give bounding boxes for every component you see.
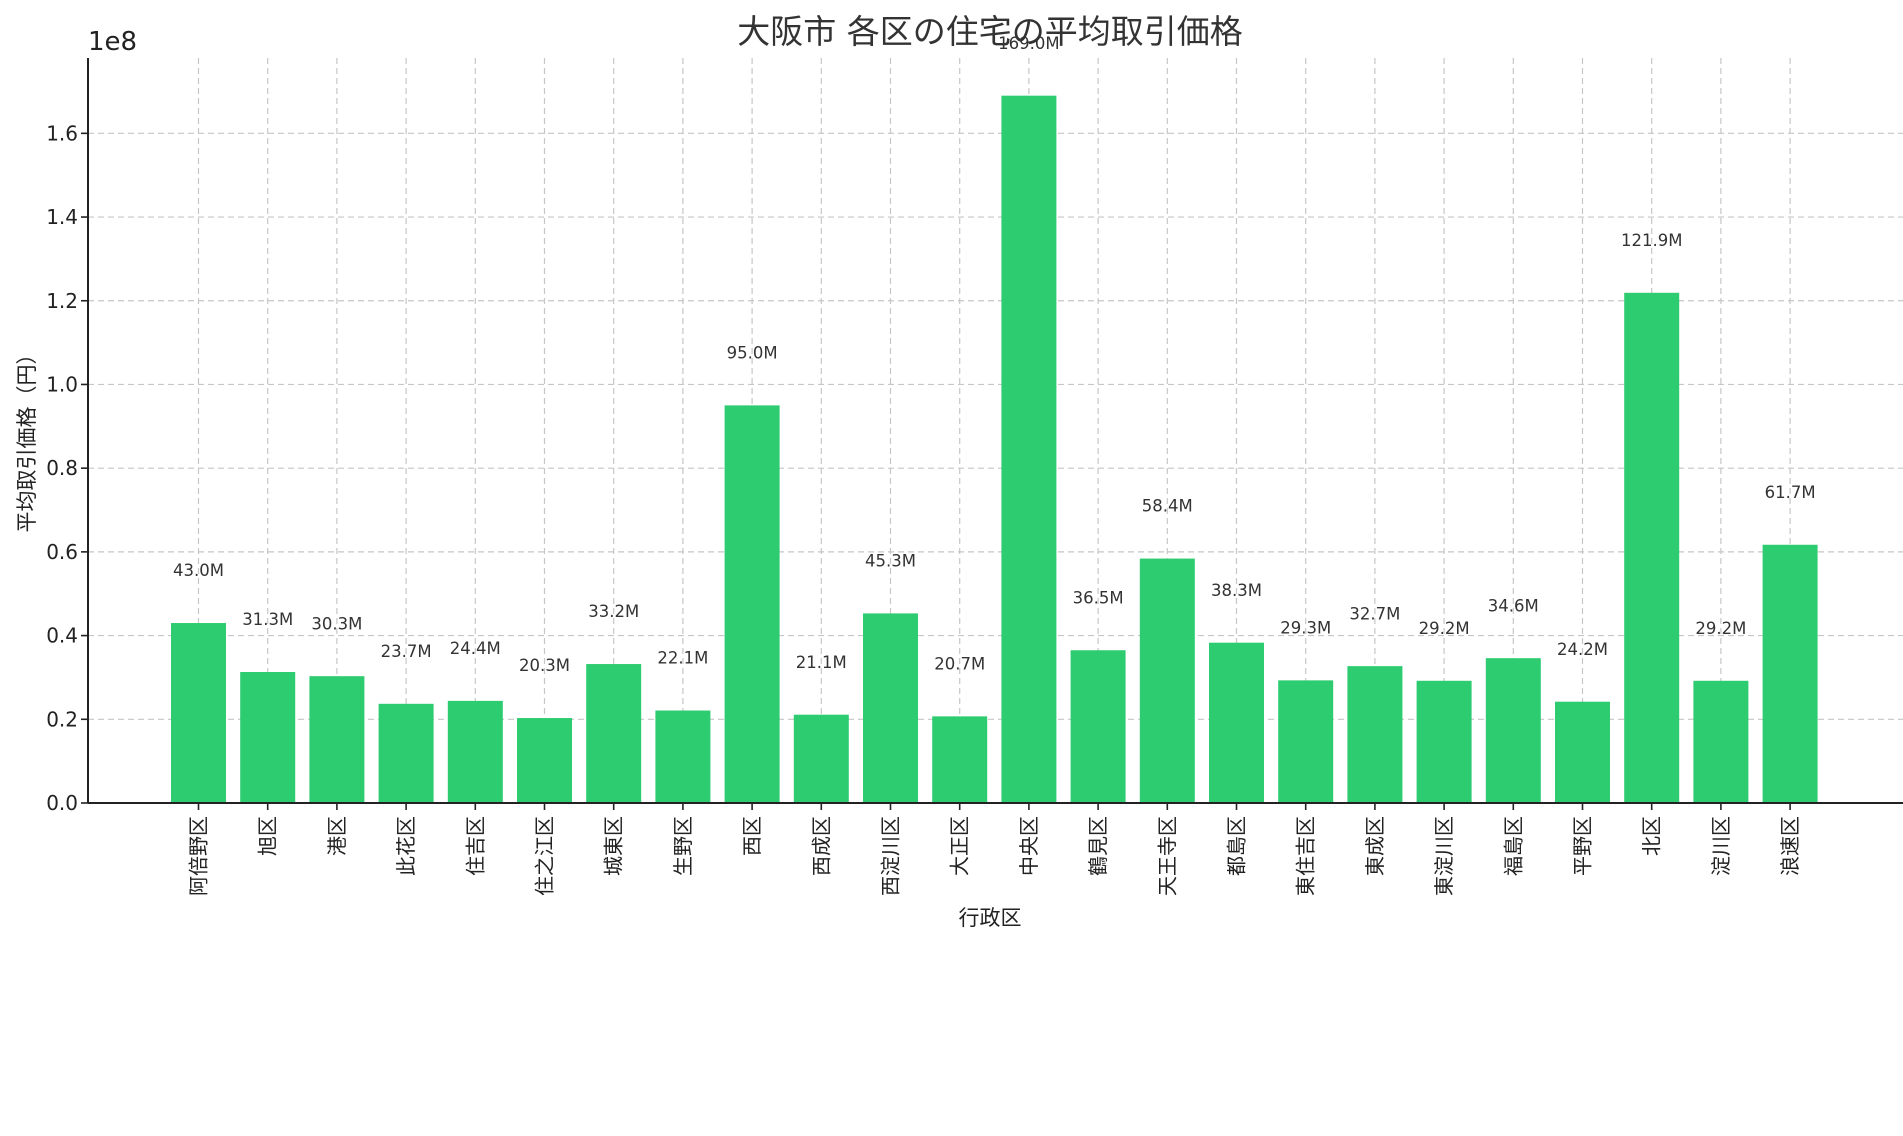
bar [378,703,434,803]
x-tick-label: 福島区 [1501,816,1525,876]
data-label: 43.0M [173,561,224,580]
bar [240,671,296,803]
data-label: 61.7M [1765,483,1816,502]
data-label: 24.2M [1557,640,1608,659]
y-tick-label: 1.4 [46,205,78,229]
bar [309,676,365,803]
bar [1555,701,1610,803]
data-label: 21.1M [796,653,847,672]
x-tick-label: 住之江区 [533,816,557,896]
data-label: 169.0M [998,34,1059,53]
bar [1693,680,1749,803]
y-tick-label: 1.0 [46,372,78,396]
bar [793,714,849,803]
bar [863,613,918,803]
x-tick-label: 天王寺区 [1155,816,1179,896]
bar [724,405,780,803]
y-tick-label: 1.6 [46,121,78,145]
y-tick-label: 1.2 [46,289,78,313]
y-ticks-layer: 0.0 0.2 0.4 0.6 0.8 1.0 1.2 1.4 1.6 [46,121,88,815]
axes-layer [87,58,1903,804]
bar [447,700,503,803]
x-tick-label: 城東区 [602,816,626,876]
data-label: 22.1M [657,649,708,668]
bar [586,664,642,803]
x-tick-label: 此花区 [394,816,418,876]
bar [1347,666,1403,803]
y-tick-label: 0.6 [46,540,78,564]
y-tick-label: 0.4 [46,624,78,648]
bar [1278,680,1334,803]
data-label: 95.0M [727,344,778,363]
x-tick-label: 北区 [1640,816,1664,856]
x-tick-label: 東住吉区 [1294,816,1318,896]
data-label: 20.7M [934,655,985,674]
x-ticks-layer: 阿倍野区 旭区 港区 此花区 住吉区 住之江区 城東区 生野区 西区 西成区 西淀川区 大正区 中央区 鶴… [187,803,1802,896]
bar [517,718,572,803]
data-label: 33.2M [588,602,639,621]
x-tick-label: 浪速区 [1778,816,1802,876]
y-offset-label: 1e8 [88,27,137,57]
y-tick-label: 0.8 [46,456,78,480]
x-tick-label: 中央区 [1017,816,1041,876]
x-tick-label: 都島区 [1225,816,1249,876]
x-tick-label: 阿倍野区 [187,816,211,896]
data-label: 58.4M [1142,497,1193,516]
data-label: 45.3M [865,552,916,571]
x-tick-label: 旭区 [256,816,280,856]
y-tick-label: 0.2 [46,707,78,731]
data-label: 36.5M [1073,588,1124,607]
bar [932,716,988,803]
data-label: 32.7M [1349,604,1400,623]
x-tick-label: 西区 [740,816,764,856]
data-label: 29.2M [1419,619,1470,638]
x-tick-label: 港区 [325,816,349,856]
data-label: 29.2M [1695,619,1746,638]
data-label: 38.3M [1211,581,1262,600]
chart-title: 大阪市 各区の住宅の平均取引価格 [737,12,1243,51]
bar [655,710,711,803]
data-label: 20.3M [519,656,570,675]
x-tick-label: 西成区 [809,816,833,876]
y-axis-label: 平均取引価格（円） [15,344,39,533]
data-label: 30.3M [311,614,362,633]
bar [1624,292,1680,803]
bar [1762,544,1818,803]
data-label: 31.3M [242,610,293,629]
x-tick-label: 東淀川区 [1432,816,1456,896]
x-tick-label: 生野区 [671,816,695,876]
data-label: 29.3M [1280,619,1331,638]
x-tick-label: 大正区 [948,816,972,876]
data-label: 24.4M [450,639,501,658]
data-labels-layer: 43.0M 31.3M 30.3M 23.7M 24.4M 20.3M 33.2M 22.1M… [173,34,1816,675]
x-tick-label: 鶴見区 [1086,816,1110,876]
x-tick-label: 住吉区 [463,816,487,876]
y-tick-label: 0.0 [46,791,78,815]
data-label: 23.7M [381,642,432,661]
x-tick-label: 西淀川区 [879,816,903,896]
bar [1070,650,1126,803]
data-label: 121.9M [1621,231,1682,250]
x-tick-label: 平野区 [1571,816,1595,876]
bar [1139,558,1195,803]
bar [1001,95,1057,804]
bar [1416,680,1472,803]
x-tick-label: 東成区 [1363,816,1387,876]
data-label: 34.6M [1488,596,1539,615]
x-axis-label: 行政区 [959,906,1022,930]
bar [171,623,226,803]
bars-layer [171,95,1818,804]
bar [1209,642,1264,803]
bar [1485,658,1541,803]
x-tick-label: 淀川区 [1709,816,1733,876]
